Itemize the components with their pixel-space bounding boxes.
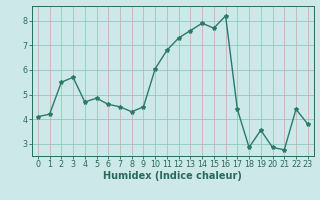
X-axis label: Humidex (Indice chaleur): Humidex (Indice chaleur) [103, 171, 242, 181]
